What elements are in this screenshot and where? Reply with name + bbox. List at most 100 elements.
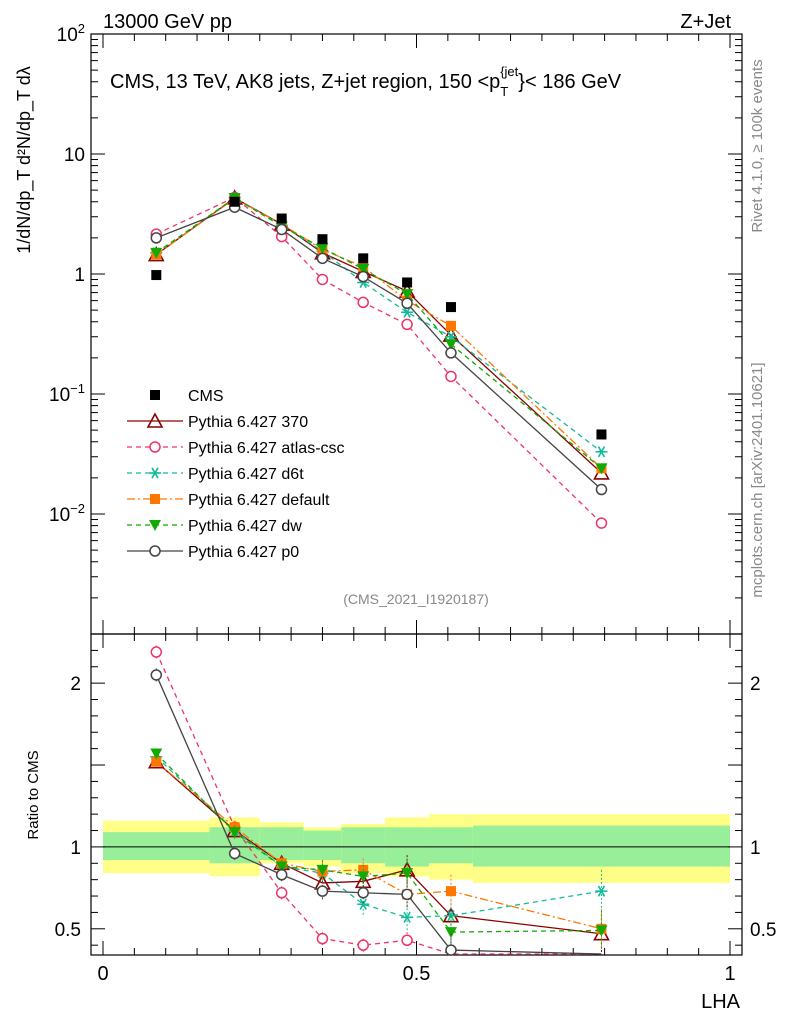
series-point-ratio: [357, 887, 369, 899]
series-point-ratio: [401, 888, 413, 901]
legend-marker: [150, 494, 160, 504]
series-point-main: [401, 306, 414, 318]
series-point-ratio: [357, 898, 370, 910]
series-point-main: [401, 289, 414, 301]
y-tick-label: 10−1: [49, 381, 85, 406]
legend-entry-3: Pythia 6.427 default: [127, 492, 330, 509]
chart-title: CMS, 13 TeV, AK8 jets, Z+jet region, 150…: [110, 64, 622, 99]
series-point-ratio: [357, 939, 369, 951]
legend-entry-5: Pythia 6.427 p0: [127, 544, 299, 561]
ratio-band-green: [429, 827, 473, 864]
series-point-ratio: [150, 748, 163, 760]
series-point-ratio: [445, 886, 456, 897]
data-point: [596, 429, 607, 440]
series-5: [150, 201, 608, 956]
legend-entry-2: Pythia 6.427 d6t: [127, 466, 304, 483]
series-point-main: [595, 463, 608, 475]
ratio-axis-label: Ratio to CMS: [25, 750, 42, 839]
header-left: 13000 GeV pp: [103, 11, 232, 33]
series-point-ratio: [275, 887, 288, 899]
series-point-ratio: [228, 847, 241, 860]
series-line-main: [155, 197, 602, 474]
y-tick-label: 10−2: [49, 501, 85, 526]
legend-marker: [149, 467, 161, 479]
series-line-ratio: [155, 651, 602, 955]
legend-marker: [146, 412, 164, 428]
legend-marker: [150, 390, 160, 400]
series-line-ratio: [155, 756, 602, 918]
series-line-ratio: [155, 753, 602, 933]
series-layer: [147, 189, 610, 956]
legend-marker: [149, 441, 161, 453]
series-line-main: [155, 197, 602, 453]
series-point-main: [150, 247, 163, 259]
x-tick-label: 1: [724, 963, 735, 985]
series-point-main: [445, 370, 457, 383]
ratio-tick-label: 2: [70, 674, 81, 695]
title-pre: CMS, 13 TeV, AK8 jets, Z+jet region, 150…: [110, 71, 500, 93]
ratio-tick-label-right: 2: [750, 674, 761, 695]
data-point: [229, 196, 240, 207]
ratio-tick-label: 1: [70, 838, 81, 859]
series-point-ratio: [444, 927, 457, 939]
legend-label: CMS: [188, 388, 224, 405]
series-point-ratio: [595, 925, 608, 937]
data-point: [151, 270, 162, 281]
title-sub: T: [500, 84, 508, 99]
series-line-ratio: [155, 674, 602, 955]
data-point: [276, 213, 287, 224]
series-point-main: [357, 270, 369, 283]
series-point-main: [445, 347, 457, 359]
legend-marker: [149, 520, 161, 531]
header-right: Z+Jet: [680, 11, 731, 33]
series-point-main: [444, 339, 457, 351]
series-point-ratio: [401, 868, 414, 880]
series-point-main: [150, 232, 163, 244]
data-point: [445, 302, 456, 313]
ratio-band-green: [303, 830, 342, 861]
legend-entry-4: Pythia 6.427 dw: [127, 518, 302, 535]
y-tick-label: 1: [74, 265, 85, 286]
data-point: [358, 253, 369, 264]
axes-frame: 0 0.5 1 102 10 1 10−1 10−2 2 2 1 1 0.5 0.5: [49, 21, 776, 985]
ratio-band-green: [472, 825, 730, 867]
series-point-ratio: [150, 646, 163, 658]
ratio-tick-label-right: 0.5: [750, 920, 776, 941]
legend-label: Pythia 6.427 default: [188, 492, 330, 509]
ratio-band-green: [103, 832, 210, 861]
y-tick-label: 102: [57, 21, 85, 46]
legend-label: Pythia 6.427 d6t: [188, 466, 304, 483]
series-line-main: [155, 197, 602, 469]
legend-label: Pythia 6.427 p0: [188, 544, 299, 561]
series-4: [150, 192, 608, 951]
series-point-ratio: [275, 861, 288, 873]
series-line-main: [156, 206, 602, 490]
series-point-main: [595, 483, 608, 496]
legend-marker: [149, 545, 161, 557]
ratio-tick-label-right: 1: [750, 838, 761, 859]
series-point-main: [275, 223, 288, 236]
x-axis-label: LHA: [701, 991, 741, 1013]
title-sup: {jet: [500, 64, 518, 79]
series-point-ratio: [357, 871, 370, 883]
series-point-main: [445, 320, 456, 331]
ratio-tick-label: 0.5: [55, 920, 81, 941]
series-point-ratio: [150, 669, 163, 681]
series-point-main: [595, 517, 608, 529]
series-point-ratio: [316, 864, 329, 876]
series-point-ratio: [151, 756, 162, 767]
y-axis-label: 1/dN/dp_T d²N/dp_T dλ: [14, 66, 35, 253]
rivet-version: Rivet 4.1.0, ≥ 100k events: [749, 59, 766, 232]
legend-entry-1: Pythia 6.427 atlas-csc: [127, 440, 345, 457]
series-point-ratio: [401, 911, 414, 923]
y-tick-label: 10: [64, 145, 85, 166]
ratio-uncertainty-bands: [103, 814, 730, 883]
series-point-main: [316, 242, 329, 254]
legend: CMS Pythia 6.427 370 Pythia 6.427 atlas-cs…: [127, 388, 345, 561]
series-point-main: [401, 297, 413, 310]
series-point-main: [357, 264, 370, 276]
series-point-main: [316, 273, 329, 286]
analysis-id: (CMS_2021_I1920187): [343, 591, 489, 607]
data-point: [402, 277, 413, 288]
